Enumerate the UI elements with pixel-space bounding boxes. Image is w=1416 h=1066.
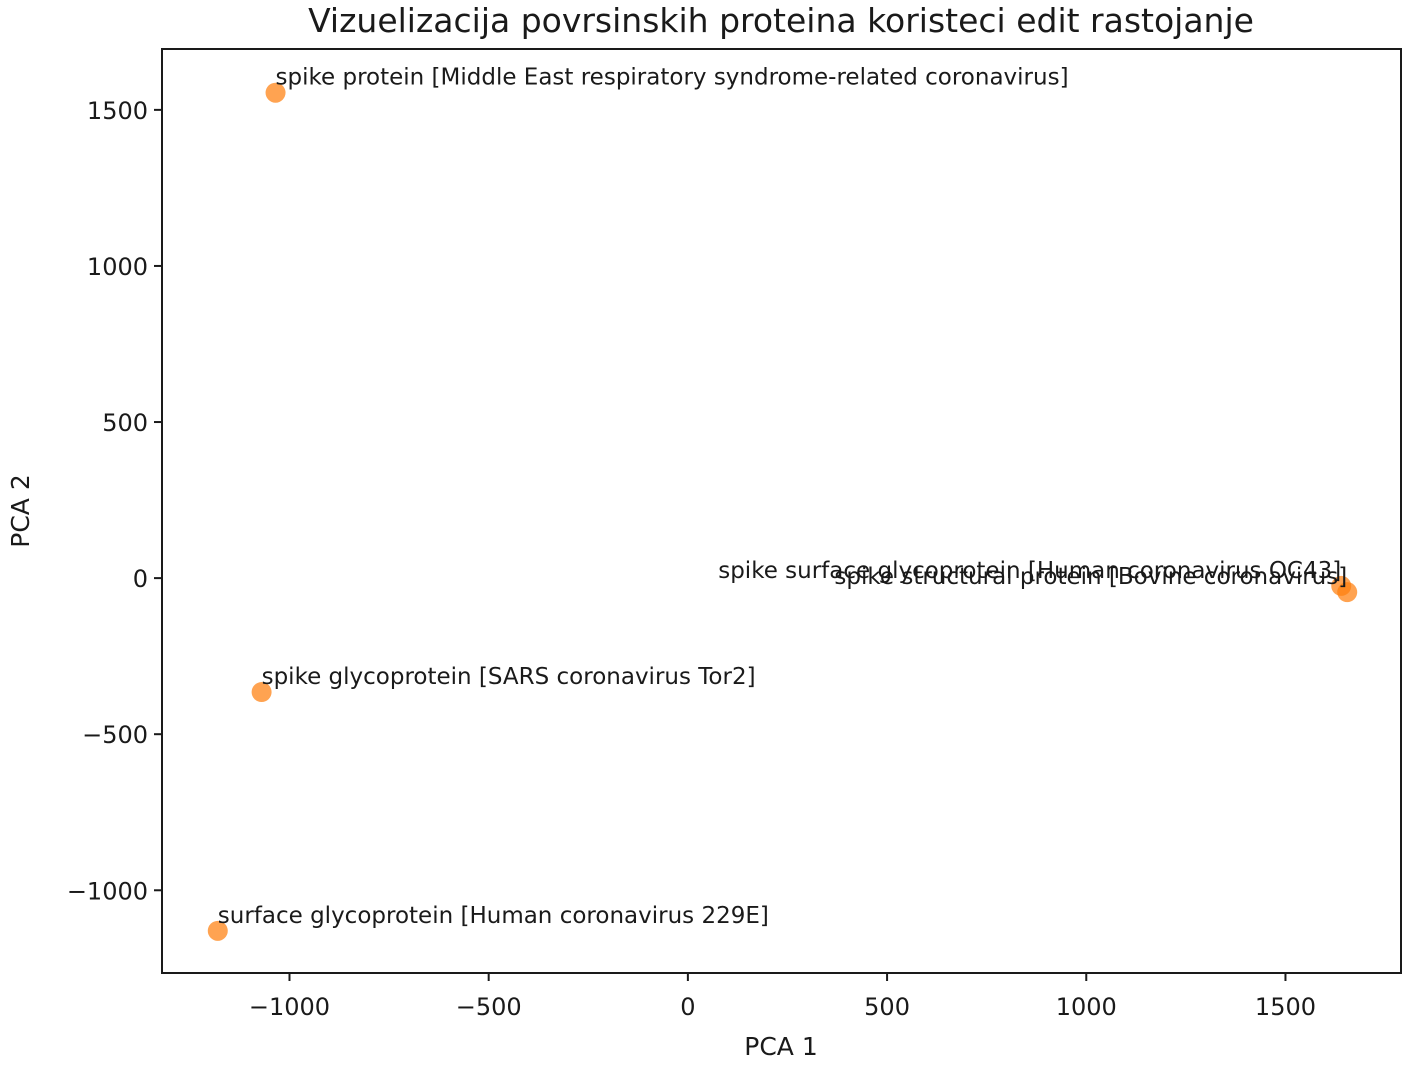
y-tick-label: 1500 (87, 97, 148, 125)
plot-frame (161, 48, 1402, 974)
y-tick-label: −1000 (67, 877, 148, 905)
data-point-label: spike structural protein [Bovine coronav… (834, 564, 1347, 590)
x-tick-label: 0 (680, 993, 695, 1021)
x-tick-label: 500 (864, 993, 910, 1021)
x-axis-ticks: −1000 −500 0 500 1000 1500 (249, 973, 1316, 1021)
point-labels-layer: spike protein [Middle East respiratory s… (218, 65, 1347, 929)
x-tick-label: 1500 (1255, 993, 1316, 1021)
y-tick-label: 1000 (87, 253, 148, 281)
y-axis-ticks: −1000 −500 0 500 1000 1500 (67, 97, 162, 905)
data-point-label: spike protein [Middle East respiratory s… (276, 65, 1069, 91)
x-tick-label: 1000 (1056, 993, 1117, 1021)
points-layer (207, 82, 1358, 941)
x-tick-label: −1000 (249, 993, 330, 1021)
data-point-label: surface glycoprotein [Human coronavirus … (218, 903, 769, 929)
data-point (207, 920, 228, 941)
data-point (251, 682, 272, 703)
x-tick-label: −500 (456, 993, 522, 1021)
y-tick-label: 500 (102, 409, 148, 437)
y-tick-label: 0 (133, 565, 148, 593)
data-point-label: spike glycoprotein [SARS coronavirus Tor… (262, 664, 756, 690)
y-axis-label: PCA 2 (6, 474, 35, 548)
data-point-label: spike surface glycoprotein [Human corona… (718, 558, 1341, 584)
x-axis-label: PCA 1 (744, 1032, 818, 1061)
data-point (265, 82, 286, 103)
y-tick-label: −500 (82, 721, 148, 749)
chart-title: Vizuelizacija povrsinskih proteina koris… (308, 1, 1254, 40)
data-point (1337, 582, 1358, 603)
